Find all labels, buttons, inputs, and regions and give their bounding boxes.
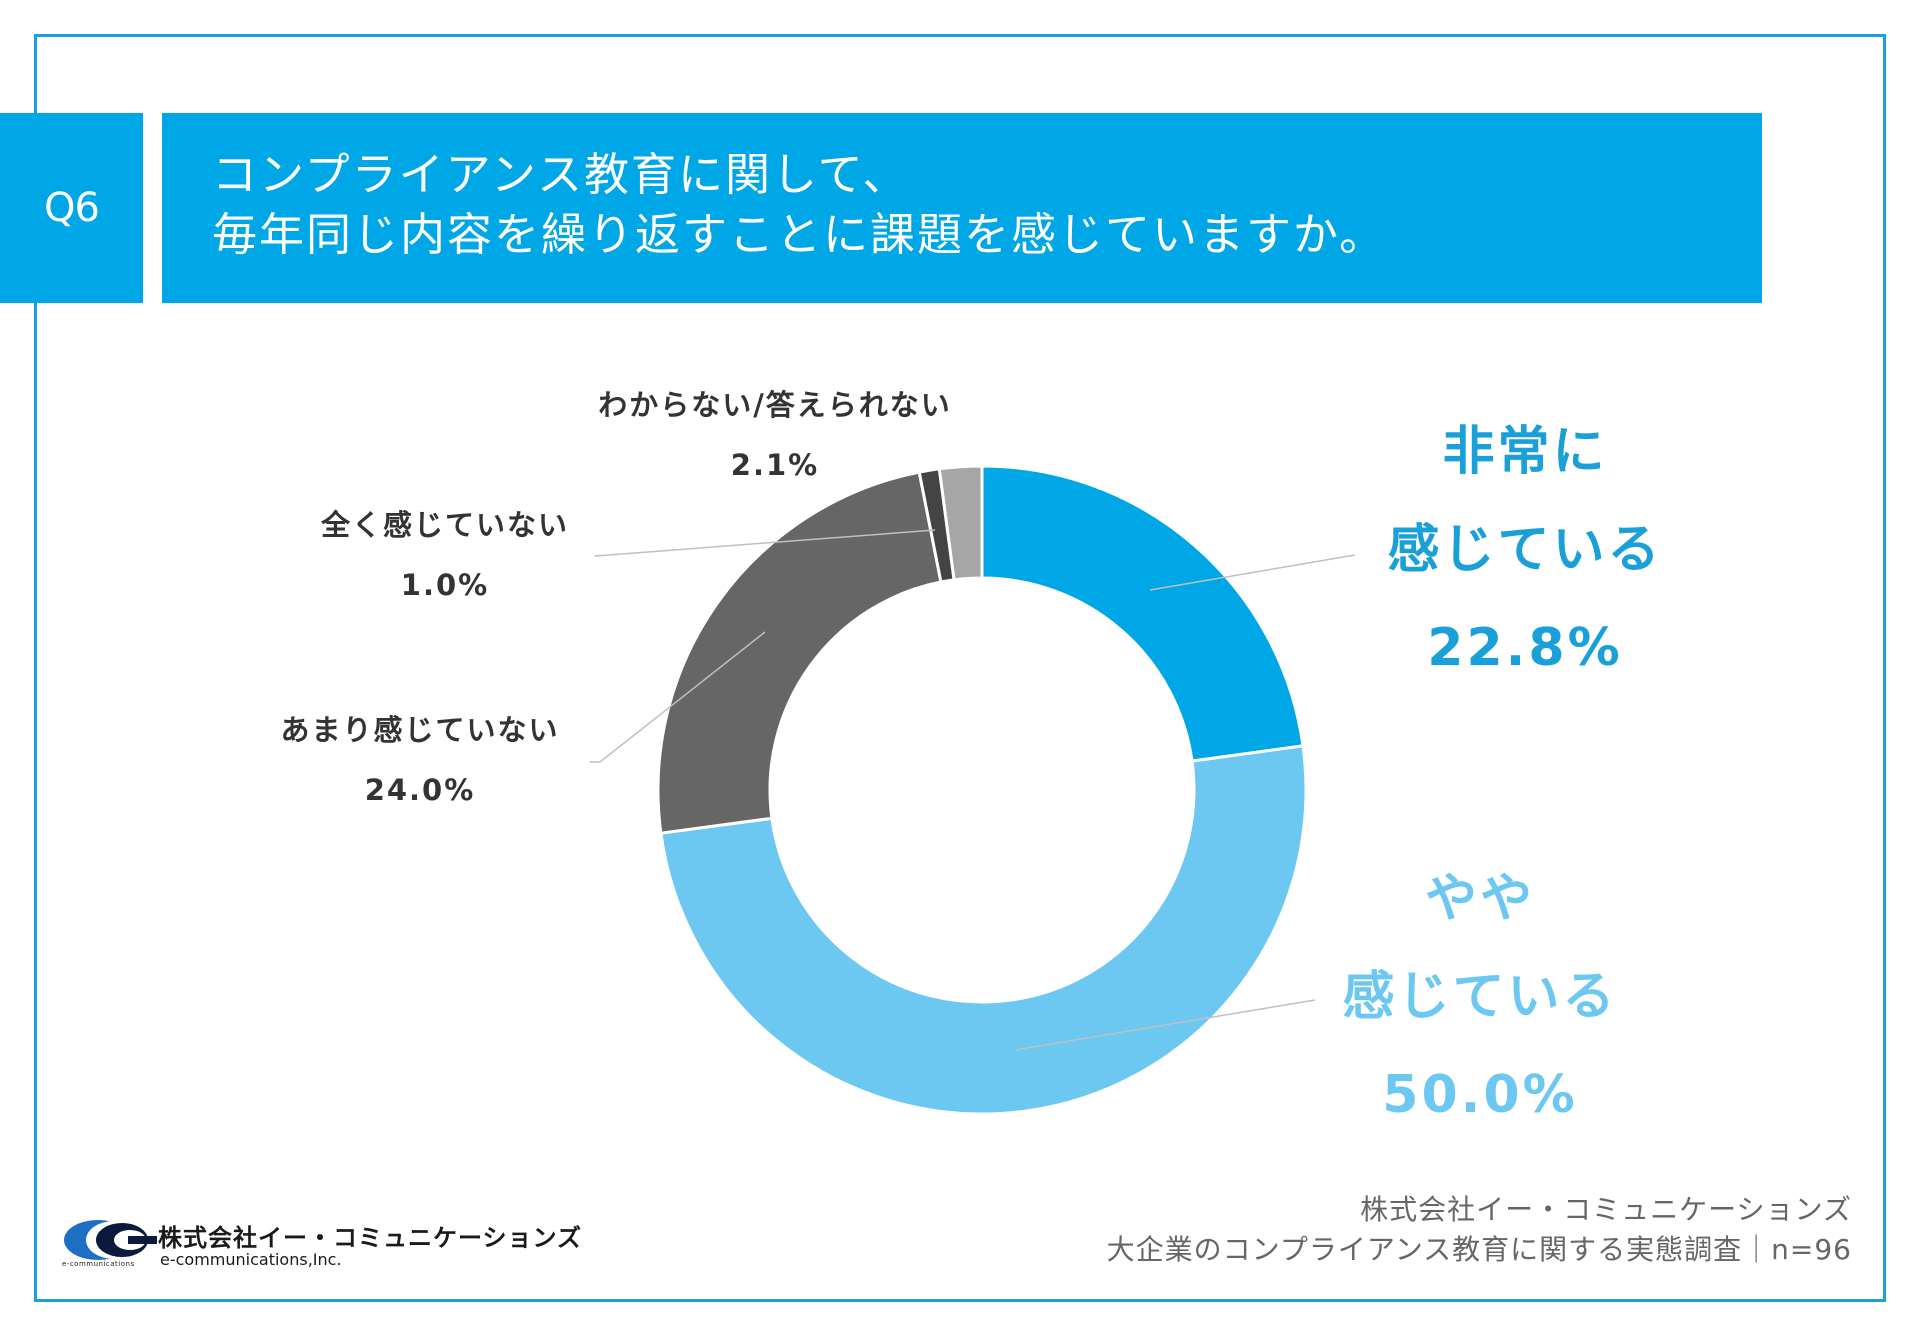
label-not-at-all-text: 全く感じていない [320, 508, 569, 542]
question-line-2: 毎年同じ内容を繰り返すことに課題を感じていますか。 [212, 208, 1387, 261]
question-title: コンプライアンス教育に関して、 毎年同じ内容を繰り返すことに課題を感じていますか… [162, 113, 1762, 303]
label-very-much-line-1: 非常に [1442, 422, 1608, 482]
label-not-much-value: 24.0% [364, 773, 476, 807]
slice-very-much [980, 464, 1305, 763]
leader-not-much [590, 631, 766, 763]
donut-slices [656, 464, 1308, 1116]
label-not-much-text: あまり感じていない [280, 713, 560, 747]
footer: 株式会社イー・コミュニケーションズ 大企業のコンプライアンス教育に関する実態調査… [1107, 1190, 1852, 1270]
label-very-much: 非常に 感じている 22.8% [1300, 403, 1750, 697]
label-dont-know-value: 2.1% [730, 448, 820, 482]
slice-not-much [656, 470, 943, 835]
leader-not-at-all [594, 529, 936, 557]
logo-tiny-text: e-communications [62, 1260, 135, 1268]
footer-line-2: 大企業のコンプライアンス教育に関する実態調査｜n=96 [1106, 1233, 1852, 1266]
slice-dont-know [937, 464, 984, 582]
question-number: Q6 [44, 185, 100, 231]
label-not-at-all: 全く感じていない 1.0% [270, 495, 620, 615]
label-not-at-all-value: 1.0% [400, 568, 490, 602]
label-somewhat-value: 50.0% [1382, 1065, 1578, 1125]
label-somewhat-line-1: やや [1424, 869, 1535, 929]
leader-lines [590, 529, 1356, 1051]
logo-company-jp: 株式会社イー・コミュニケーションズ [158, 1224, 583, 1252]
label-very-much-value: 22.8% [1427, 618, 1623, 678]
footer-line-1: 株式会社イー・コミュニケーションズ [1360, 1193, 1852, 1226]
leader-somewhat [1014, 999, 1316, 1051]
leader-very-much [1149, 554, 1356, 591]
slide-frame [34, 34, 1886, 1302]
logo-company-en: e-communications,Inc. [160, 1250, 342, 1269]
logo-bar [128, 1236, 157, 1244]
label-somewhat-line-2: 感じている [1342, 967, 1618, 1027]
company-logo-mark [64, 1220, 157, 1260]
label-somewhat: やや 感じている 50.0% [1255, 850, 1705, 1144]
question-line-1: コンプライアンス教育に関して、 [212, 148, 910, 201]
label-dont-know-text: わからない/答えられない [598, 388, 952, 422]
question-badge: Q6 [0, 113, 143, 303]
label-dont-know: わからない/答えられない 2.1% [540, 375, 1010, 495]
label-not-much: あまり感じていない 24.0% [240, 700, 600, 820]
label-very-much-line-2: 感じている [1387, 520, 1663, 580]
slice-somewhat [659, 744, 1308, 1116]
